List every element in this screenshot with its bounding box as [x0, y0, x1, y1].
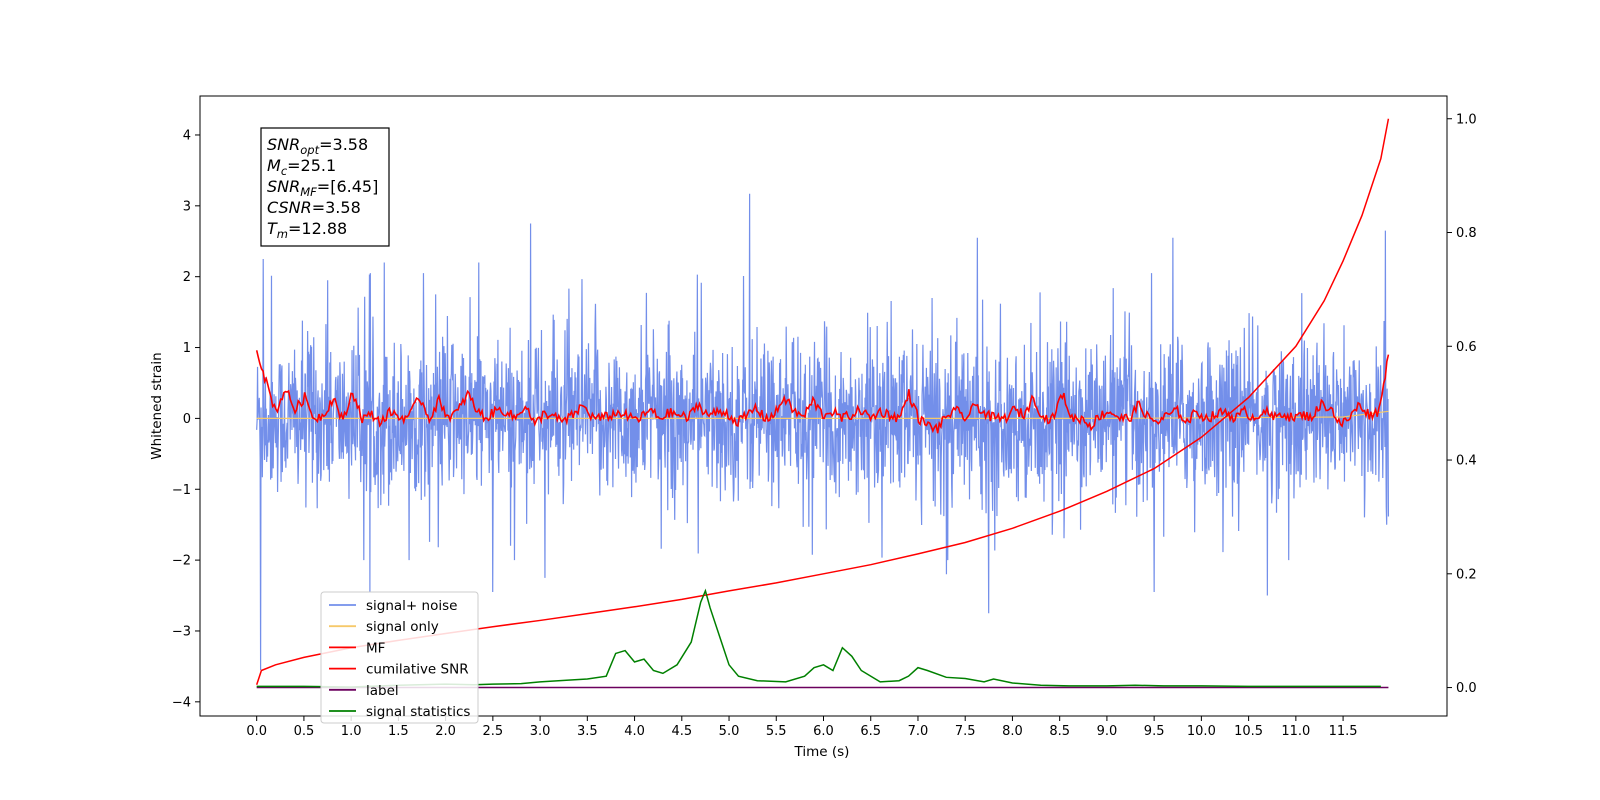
- x-tick-label: 1.0: [341, 724, 362, 739]
- annotation-line: Mc=25.1: [267, 156, 336, 178]
- y-right-tick-label: 0.0: [1456, 681, 1477, 696]
- annotation-line: SNRopt=3.58: [267, 135, 368, 157]
- x-tick-label: 6.5: [860, 724, 881, 739]
- y-left-tick-label: −3: [172, 624, 191, 639]
- legend-label: MF: [366, 640, 385, 656]
- y-right-tick-label: 0.4: [1456, 454, 1477, 469]
- series-signal-plus-noise: [256, 193, 1390, 670]
- legend-label: cumilative SNR: [366, 662, 469, 678]
- y-left-tick-label: 0: [183, 412, 191, 427]
- x-tick-label: 5.0: [719, 724, 740, 739]
- annotation-subscript: m: [277, 227, 288, 241]
- y-right-tick-label: 0.8: [1456, 226, 1477, 241]
- x-tick-label: 7.5: [955, 724, 976, 739]
- annotation-line: Tm=12.88: [267, 219, 347, 241]
- series-mf: [255, 350, 1390, 434]
- annotation-value: =3.58: [312, 198, 361, 217]
- x-tick-label: 2.0: [435, 724, 456, 739]
- series-signal-statistics: [256, 588, 1381, 688]
- annotation-value: =3.58: [319, 135, 368, 154]
- x-tick-label: 8.5: [1049, 724, 1070, 739]
- x-tick-label: 10.0: [1187, 724, 1216, 739]
- x-tick-label: 9.5: [1144, 724, 1165, 739]
- x-axis-label: Time (s): [794, 744, 850, 760]
- x-tick-label: 3.0: [530, 724, 551, 739]
- y-left-tick-label: 3: [183, 199, 191, 214]
- annotation-subscript: c: [281, 164, 288, 178]
- y-axis-right: 1.0 0.8 0.6 0.4 0.2 0.0: [1447, 112, 1477, 696]
- x-tick-label: 11.5: [1329, 724, 1358, 739]
- annotation-symbol: SNR: [267, 177, 300, 196]
- annotation-line: CSNR=3.58: [267, 198, 361, 217]
- x-tick-label: 1.5: [388, 724, 409, 739]
- x-tick-label: 3.5: [577, 724, 598, 739]
- legend-label: signal+ noise: [366, 598, 457, 614]
- x-tick-label: 9.0: [1097, 724, 1118, 739]
- x-tick-label: 5.5: [766, 724, 787, 739]
- y-left-tick-label: 2: [183, 270, 191, 285]
- legend: signal+ noise signal only MF cumilative SNR…: [320, 591, 479, 724]
- annotation-symbol: SNR: [267, 135, 300, 154]
- annotation-value: =12.88: [288, 219, 347, 238]
- legend-frame: [320, 591, 479, 724]
- x-tick-label: 8.0: [1002, 724, 1023, 739]
- x-tick-label: 0.5: [294, 724, 315, 739]
- annotation-value: =25.1: [287, 156, 336, 175]
- x-tick-label: 2.5: [483, 724, 504, 739]
- x-axis: 0.0 0.5 1.0 1.5 2.0 2.5 3.0 3.5 4.0 4.5 5.0 5.5 6.0 6…: [246, 716, 1358, 739]
- legend-label: signal statistics: [366, 704, 470, 720]
- legend-label: label: [366, 683, 399, 699]
- legend-label: signal only: [366, 619, 439, 635]
- y-left-tick-label: −4: [172, 695, 191, 710]
- x-tick-label: 7.0: [908, 724, 929, 739]
- annotation-symbol: T: [267, 219, 278, 238]
- x-tick-label: 10.5: [1234, 724, 1263, 739]
- x-tick-label: 4.0: [624, 724, 645, 739]
- y-left-tick-label: 1: [183, 341, 191, 356]
- annotation-line: SNRMF=[6.45]: [267, 177, 378, 199]
- y-right-tick-label: 1.0: [1456, 112, 1477, 127]
- annotation-subscript: MF: [300, 185, 317, 199]
- annotation-value: =[6.45]: [317, 177, 379, 196]
- y-left-tick-label: 4: [183, 128, 191, 143]
- y-axis-left: 4 3 2 1 0 −1 −2 −3 −4: [172, 128, 200, 710]
- annotation-subscript: opt: [300, 143, 319, 157]
- annotation-symbol: M: [267, 156, 281, 175]
- x-tick-label: 11.0: [1281, 724, 1310, 739]
- y-axis-label: Whitened strain: [149, 352, 165, 459]
- annotation-box: SNRopt=3.58Mc=25.1SNRMF=[6.45]CSNR=3.58T…: [260, 127, 390, 247]
- y-right-tick-label: 0.2: [1456, 567, 1477, 582]
- x-tick-label: 0.0: [246, 724, 267, 739]
- annotation-symbol: CSNR: [267, 198, 312, 217]
- annotation-frame: [260, 127, 390, 247]
- y-left-tick-label: −2: [172, 554, 191, 569]
- x-tick-label: 4.5: [671, 724, 692, 739]
- y-right-tick-label: 0.6: [1456, 340, 1477, 355]
- y-left-tick-label: −1: [172, 483, 191, 498]
- x-tick-label: 6.0: [813, 724, 834, 739]
